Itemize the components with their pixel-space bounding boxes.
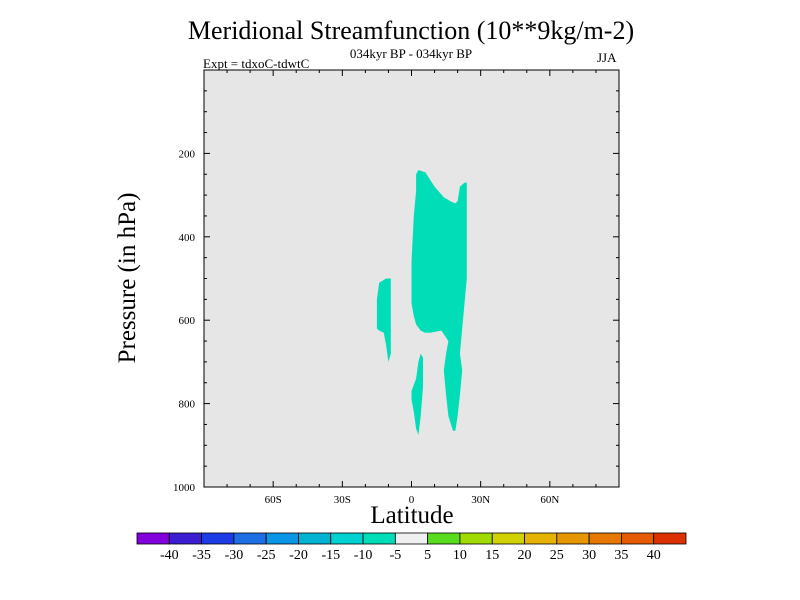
colorbar-box	[362, 532, 396, 545]
x-tick-label: 30N	[471, 494, 490, 506]
colorbar-box	[201, 532, 235, 545]
chart-subtitle: 034kyr BP - 034kyr BP	[349, 46, 473, 61]
colorbar-box	[491, 532, 525, 545]
colorbar-box	[265, 532, 299, 545]
colorbar-box	[298, 532, 332, 545]
x-axis-label: Latitude	[370, 502, 454, 529]
colorbar-box	[621, 532, 655, 545]
colorbar-label: 40	[647, 548, 661, 563]
season-label: JJA	[597, 50, 617, 65]
axis-ticks: 60S 30S 0 30N 60N 200 400 600 800 1000	[173, 70, 619, 506]
colorbar-label: 10	[453, 548, 467, 563]
colorbar-label: -10	[354, 548, 373, 563]
colorbar-label: -35	[192, 548, 211, 563]
colorbar-box	[168, 532, 202, 545]
y-tick-label: 600	[179, 315, 196, 327]
colorbar-box	[394, 532, 429, 545]
colorbar-label: 15	[485, 548, 499, 563]
colorbar-box	[233, 532, 267, 545]
contour-region-2	[376, 278, 391, 362]
colorbar-box	[459, 532, 493, 545]
colorbar-label: 25	[550, 548, 564, 563]
colorbar-label: -40	[160, 548, 179, 563]
colorbar-label: -30	[225, 548, 244, 563]
colorbar-label: 35	[614, 548, 628, 563]
x-tick-label: 60N	[540, 494, 559, 506]
y-tick-label: 200	[179, 148, 196, 160]
colorbar-box	[653, 532, 687, 545]
filled-contours	[376, 170, 467, 435]
colorbar-label: -5	[390, 548, 402, 563]
colorbar-label: 5	[424, 548, 431, 563]
colorbar-box	[524, 532, 558, 545]
experiment-label: Expt = tdxoC-tdwtC	[203, 56, 310, 71]
colorbar-label: 20	[518, 548, 532, 563]
x-tick-label: 30S	[334, 494, 351, 506]
colorbar-box	[136, 532, 170, 545]
colorbar: -40 -35 -30 -25 -20 -15 -10 -5 5 10 15 20 25 30 35 40	[136, 532, 687, 563]
colorbar-label: -25	[257, 548, 276, 563]
chart-title: Meridional Streamfunction (10**9kg/m-2)	[187, 16, 635, 45]
colorbar-label: -20	[289, 548, 308, 563]
colorbar-box	[556, 532, 590, 545]
y-tick-label: 800	[179, 399, 196, 411]
colorbar-label: 30	[582, 548, 596, 563]
colorbar-box	[427, 532, 461, 545]
x-tick-label: 60S	[265, 494, 282, 506]
x-tick-label: 0	[409, 494, 415, 506]
colorbar-box	[330, 532, 364, 545]
colorbar-box	[588, 532, 622, 545]
y-tick-label: 1000	[173, 482, 196, 494]
contour-region-3	[411, 353, 423, 435]
colorbar-label: -15	[321, 548, 340, 563]
y-tick-label: 400	[179, 232, 196, 244]
contour-region-1	[411, 170, 467, 431]
